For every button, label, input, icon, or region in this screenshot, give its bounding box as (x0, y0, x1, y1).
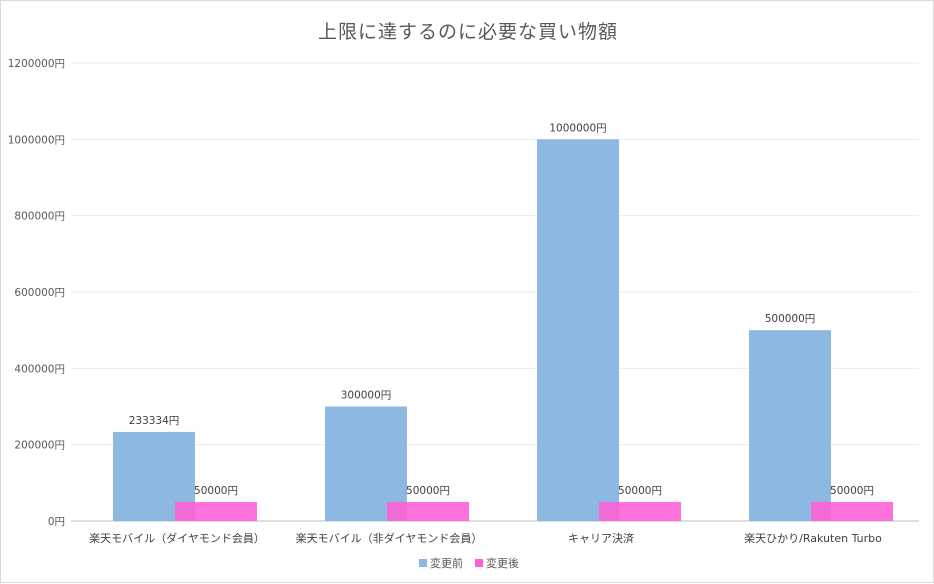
data-label: 50000円 (618, 485, 662, 497)
legend: 変更前 変更後 (419, 556, 519, 570)
legend-label: 変更前 (430, 556, 463, 570)
x-category-label: 楽天モバイル（ダイヤモンド会員） (89, 531, 265, 545)
x-category-label: 楽天ひかり/Rakuten Turbo (744, 532, 882, 545)
y-tick-label: 800000円 (14, 211, 65, 223)
x-category-label: キャリア決済 (568, 531, 634, 545)
bar-after (599, 501, 681, 521)
bar-after (175, 501, 257, 521)
legend-swatch (475, 559, 483, 567)
x-category-label: 楽天モバイル（非ダイヤモンド会員） (296, 531, 483, 545)
y-tick-label: 400000円 (14, 363, 65, 375)
chart-title: 上限に達するのに必要な買い物額 (317, 21, 618, 43)
y-tick-label: 1000000円 (8, 134, 65, 146)
data-label: 233334円 (129, 415, 180, 427)
data-label: 50000円 (194, 485, 238, 497)
y-tick-label: 600000円 (14, 287, 65, 299)
data-labels: 233334円 50000円 300000円 50000円 1000000円 50000円… (129, 122, 874, 497)
data-label: 50000円 (830, 485, 874, 497)
data-label: 500000円 (765, 313, 816, 325)
data-label: 50000円 (406, 485, 450, 497)
bar-after (811, 501, 893, 521)
legend-label: 変更後 (486, 556, 519, 570)
y-axis-ticks: 0円 200000円 400000円 600000円 800000円 1000000円 12… (8, 58, 65, 528)
bar-after (387, 501, 469, 521)
bar-before (749, 330, 831, 521)
x-axis-categories: 楽天モバイル（ダイヤモンド会員） 楽天モバイル（非ダイヤモンド会員） キャリア決済 楽… (89, 531, 882, 545)
bar-before (537, 139, 619, 522)
y-tick-label: 0円 (48, 516, 65, 528)
legend-swatch (419, 559, 427, 567)
bars (113, 139, 893, 522)
y-tick-label: 1200000円 (8, 58, 65, 70)
data-label: 300000円 (341, 390, 392, 402)
data-label: 1000000円 (549, 122, 606, 134)
y-tick-label: 200000円 (14, 440, 65, 452)
